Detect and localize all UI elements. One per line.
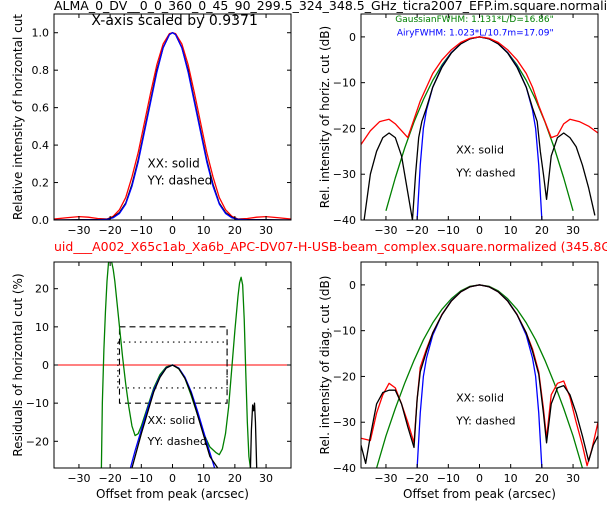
x-tick-label: −10 [437, 224, 460, 237]
y-tick-label: 0.2 [32, 177, 50, 190]
y-tick-label: −20 [333, 122, 356, 135]
x-tick-label: −30 [67, 224, 90, 237]
x-tick-label: 10 [197, 472, 211, 485]
x-tick-label: −30 [374, 472, 397, 485]
x-tick-label: −20 [99, 472, 122, 485]
annotation: XX: solid [456, 392, 504, 405]
x-tick-label: −10 [437, 472, 460, 485]
y-tick-label: 0 [349, 31, 356, 44]
y-tick-label: −30 [333, 416, 356, 429]
plot-area-br [361, 284, 598, 468]
annotation: XX: solid [148, 157, 200, 171]
y-tick-label: −30 [333, 168, 356, 181]
y-axis-label: Residuals of horizontal cut (%) [11, 273, 25, 456]
top-title: ALMA_0_DV__0_0_360_0_45_90_299.5_324_348… [54, 0, 607, 13]
annotation: AiryFWHM: 1.023*L/10.7m=17.09" [397, 29, 554, 39]
annotation: X-axis scaled by 0.9371 [91, 13, 257, 29]
y-tick-label: 0.6 [32, 102, 50, 115]
x-tick-label: 10 [504, 224, 518, 237]
x-tick-label: 0 [169, 472, 176, 485]
y-tick-label: −10 [333, 325, 356, 338]
y-tick-label: −10 [26, 397, 49, 410]
x-tick-label: −10 [130, 472, 153, 485]
y-tick-label: −20 [333, 370, 356, 383]
annotation: YY: dashed [455, 167, 515, 180]
plot-area-tr [361, 36, 598, 220]
y-axis-label: Rel. intensity of horiz. cut (dB) [318, 26, 332, 208]
x-tick-label: 20 [228, 224, 242, 237]
x-tick-label: −20 [99, 224, 122, 237]
series-line-2 [54, 32, 291, 220]
x-tick-label: −20 [406, 224, 429, 237]
y-tick-label: 10 [35, 321, 49, 334]
annotation: YY: dashed [147, 173, 213, 187]
y-tick-label: 0.8 [32, 64, 50, 77]
x-tick-label: 30 [259, 224, 273, 237]
series-line-3 [249, 402, 258, 468]
y-tick-label: 0 [349, 279, 356, 292]
panel-tl: −30 −20 −10 0 10 20 30 0.0 0.2 0.4 0.6 0.8 1.0 Relati… [11, 13, 292, 237]
x-tick-label: 0 [476, 472, 483, 485]
y-tick-label: −40 [333, 462, 356, 475]
y-tick-label: 0.0 [32, 214, 50, 227]
annotation: XX: solid [148, 414, 196, 427]
x-tick-label: 0 [169, 224, 176, 237]
y-axis-label: Relative intensity of horizontal cut [11, 14, 25, 220]
panel-tr: −30 −20 −10 0 10 20 30 −40 −30 −20 −10 0 Rel. intens… [318, 13, 599, 237]
y-axis-label: Rel. intensity of diag. cut (dB) [318, 276, 332, 455]
x-tick-label: 20 [535, 224, 549, 237]
x-tick-label: 30 [566, 224, 580, 237]
series-line-3 [361, 284, 598, 465]
annotation: GaussianFWHM: 1.131*L/D=16.86" [395, 15, 553, 25]
annotation: YY: dashed [455, 415, 515, 428]
x-axis-label: Offset from peak (arcsec) [96, 487, 249, 501]
x-tick-label: 30 [566, 472, 580, 485]
annotation: YY: dashed [147, 435, 207, 448]
x-tick-label: 20 [535, 472, 549, 485]
x-tick-label: 10 [504, 472, 518, 485]
y-tick-label: 0 [42, 359, 49, 372]
y-tick-label: −40 [333, 214, 356, 227]
panel-bl: −30 −20 −10 0 10 20 30 −20 −10 0 10 20 Residuals of … [11, 261, 292, 501]
x-axis-label: Offset from peak (arcsec) [403, 487, 556, 501]
panel-br: −30 −20 −10 0 10 20 30 −40 −30 −20 −10 0 Rel. intens… [318, 261, 599, 501]
y-tick-label: 20 [35, 283, 49, 296]
x-tick-label: −20 [406, 472, 429, 485]
x-tick-label: 0 [476, 224, 483, 237]
series-line-3 [361, 36, 598, 145]
tolerance-box-dotted [117, 341, 228, 389]
x-tick-label: 30 [259, 472, 273, 485]
x-tick-label: 20 [228, 472, 242, 485]
plot-area-tl [54, 32, 291, 220]
x-tick-label: −30 [67, 472, 90, 485]
x-tick-label: −30 [374, 224, 397, 237]
x-tick-label: −10 [130, 224, 153, 237]
x-tick-label: 10 [197, 224, 211, 237]
y-tick-label: −20 [26, 435, 49, 448]
series-line-2 [131, 364, 219, 468]
y-tick-label: 1.0 [32, 27, 50, 40]
y-tick-label: −10 [333, 77, 356, 90]
y-tick-label: 0.4 [32, 139, 50, 152]
plot-area-bl [54, 262, 291, 468]
middle-title: uid___A002_X65c1ab_Xa6b_APC-DV07-H-USB-b… [54, 239, 607, 254]
annotation: XX: solid [456, 144, 504, 157]
